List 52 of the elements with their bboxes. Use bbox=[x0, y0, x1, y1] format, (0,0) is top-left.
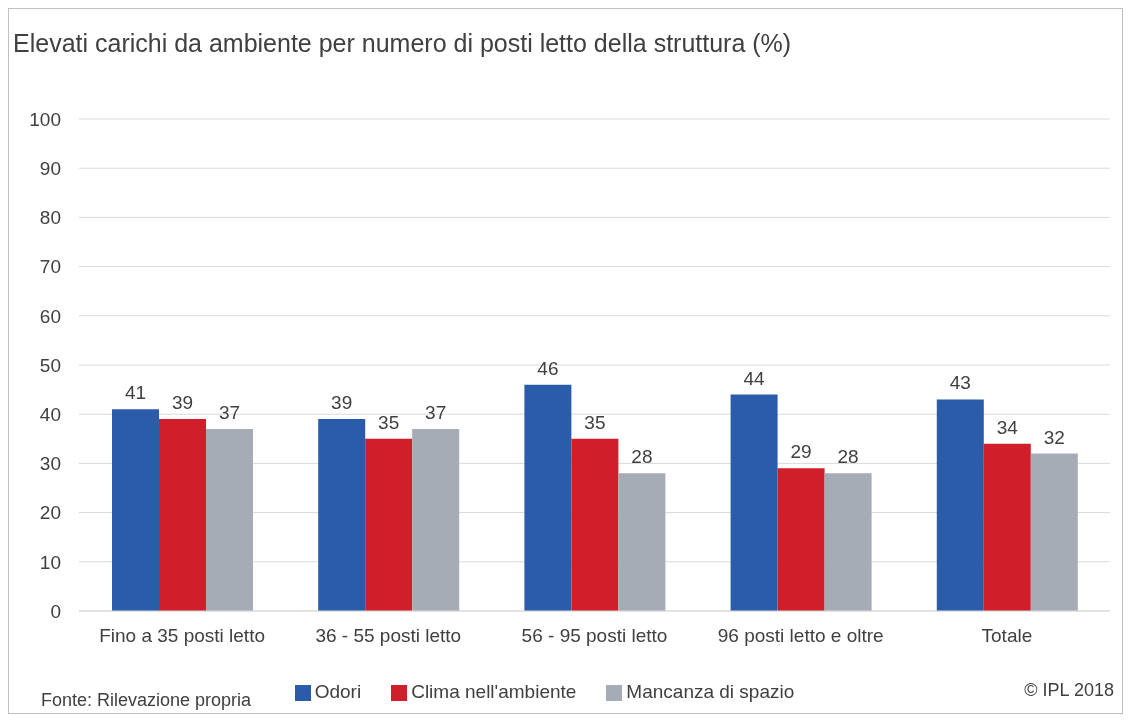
bar bbox=[777, 468, 825, 611]
data-label: 28 bbox=[837, 446, 859, 468]
data-label: 41 bbox=[124, 382, 147, 404]
data-label: 37 bbox=[218, 401, 241, 423]
bar bbox=[983, 443, 1031, 611]
bar bbox=[365, 438, 413, 611]
x-tick-label: Totale bbox=[981, 625, 1033, 647]
source-note: Fonte: Rilevazione propria bbox=[41, 690, 252, 711]
bar bbox=[412, 428, 460, 611]
bar bbox=[730, 394, 778, 611]
data-label: 29 bbox=[790, 441, 812, 463]
legend-label: Mancanza di spazio bbox=[626, 681, 795, 702]
text: © IPL 2018 bbox=[1024, 680, 1114, 701]
y-tick-label: 10 bbox=[39, 551, 61, 573]
legend-label: Odori bbox=[314, 681, 362, 702]
bar bbox=[571, 438, 619, 611]
chart-title: Elevati carichi da ambiente per numero di posti letto della struttura (%) bbox=[13, 29, 792, 58]
y-tick-label: 60 bbox=[39, 305, 61, 327]
data-label: 39 bbox=[331, 392, 353, 414]
legend-label: Clima nell'ambiente bbox=[411, 681, 577, 702]
data-label: 35 bbox=[378, 411, 400, 433]
bar bbox=[524, 384, 572, 611]
data-label: 35 bbox=[584, 411, 606, 433]
data-label: 37 bbox=[425, 401, 447, 423]
y-tick-label: 50 bbox=[39, 354, 61, 376]
bar bbox=[618, 473, 666, 611]
bar bbox=[936, 399, 984, 611]
x-tick-label: Fino a 35 posti letto bbox=[99, 625, 266, 647]
data-label: 39 bbox=[171, 392, 194, 414]
y-tick-label: 90 bbox=[39, 157, 61, 179]
x-tick-label: 36 - 55 posti letto bbox=[315, 625, 462, 647]
y-tick-label: 70 bbox=[39, 256, 61, 278]
y-tick-label: 20 bbox=[39, 502, 61, 524]
x-tick-label: 56 - 95 posti letto bbox=[521, 625, 668, 647]
data-label: 34 bbox=[996, 416, 1019, 438]
bar bbox=[111, 409, 159, 611]
data-label: 46 bbox=[537, 357, 559, 379]
bar bbox=[1030, 453, 1078, 611]
bar bbox=[824, 473, 872, 611]
y-tick-label: 80 bbox=[39, 207, 61, 229]
y-tick-label: 40 bbox=[39, 403, 61, 425]
x-tick-label: 96 posti letto e oltre bbox=[717, 625, 884, 647]
data-label: 43 bbox=[949, 372, 971, 394]
y-tick-label: 100 bbox=[29, 108, 61, 130]
bar bbox=[205, 428, 253, 611]
y-tick-label: 30 bbox=[39, 453, 61, 475]
data-label: 28 bbox=[631, 446, 653, 468]
data-label: 32 bbox=[1043, 426, 1065, 448]
data-label: 44 bbox=[743, 367, 766, 389]
bar bbox=[318, 419, 366, 611]
bar bbox=[158, 419, 206, 611]
y-tick-label: 0 bbox=[50, 600, 61, 622]
